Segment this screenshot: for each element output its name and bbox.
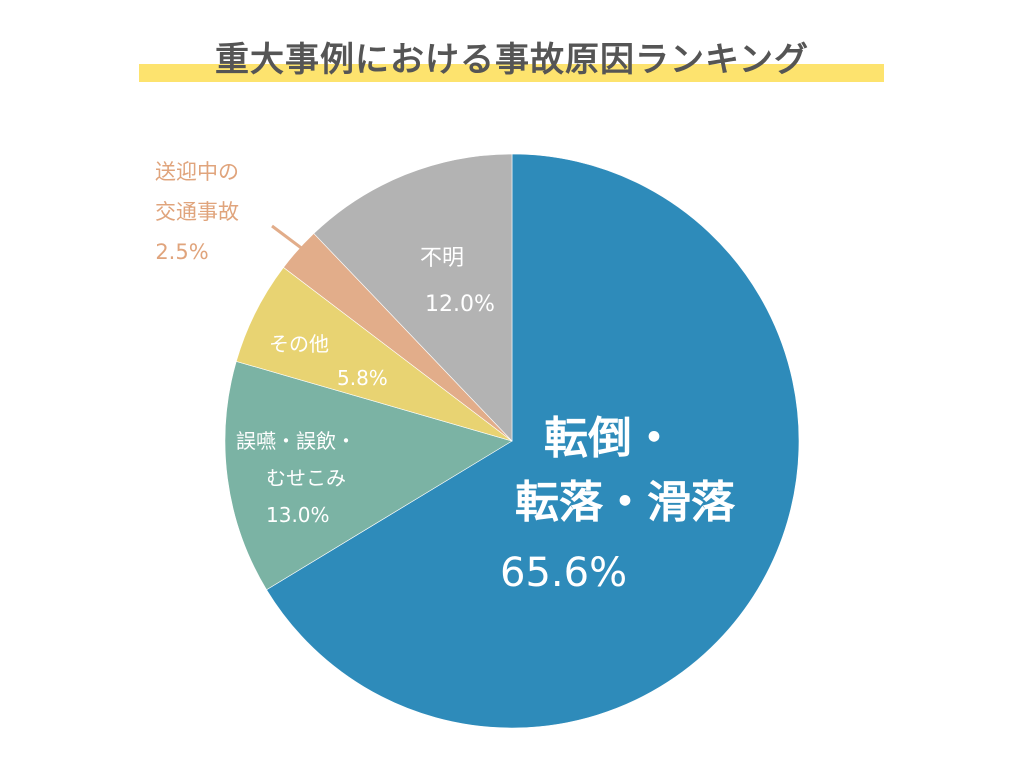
chart-title-area: 重大事例における事故原因ランキング xyxy=(0,28,1024,88)
label-tentou-line2: 転落・滑落 xyxy=(515,477,735,528)
label-sonota-value: 5.8% xyxy=(337,366,388,390)
pie-slice xyxy=(224,361,513,591)
label-tentou: 転倒・ 転落・滑落 65.6% xyxy=(470,410,780,608)
label-kotsu: 送迎中の 交通事故 2.5% xyxy=(132,152,262,272)
pie-slice xyxy=(313,153,513,442)
label-sonota: その他 5.8% xyxy=(265,327,415,395)
label-goen-line2: むせこみ xyxy=(266,466,346,490)
leader-line xyxy=(271,224,305,252)
chart-title: 重大事例における事故原因ランキング xyxy=(215,40,809,80)
label-kotsu-value: 2.5% xyxy=(155,240,209,264)
label-tentou-line1: 転倒・ xyxy=(544,413,676,464)
label-goen: 誤嚥・誤飲・ むせこみ 13.0% xyxy=(232,423,412,534)
label-kotsu-line1: 送迎中の xyxy=(155,160,239,184)
pie-slice xyxy=(266,153,800,729)
label-sonota-line1: その他 xyxy=(269,332,329,356)
label-fumei-line1: 不明 xyxy=(420,246,465,271)
label-goen-line1: 誤嚥・誤飲・ xyxy=(236,429,356,453)
label-tentou-value: 65.6% xyxy=(500,550,628,596)
title-highlight xyxy=(139,64,884,82)
label-fumei-value: 12.0% xyxy=(425,292,495,317)
label-kotsu-line2: 交通事故 xyxy=(155,200,239,224)
label-goen-value: 13.0% xyxy=(266,503,330,527)
label-fumei: 不明 12.0% xyxy=(405,236,515,328)
